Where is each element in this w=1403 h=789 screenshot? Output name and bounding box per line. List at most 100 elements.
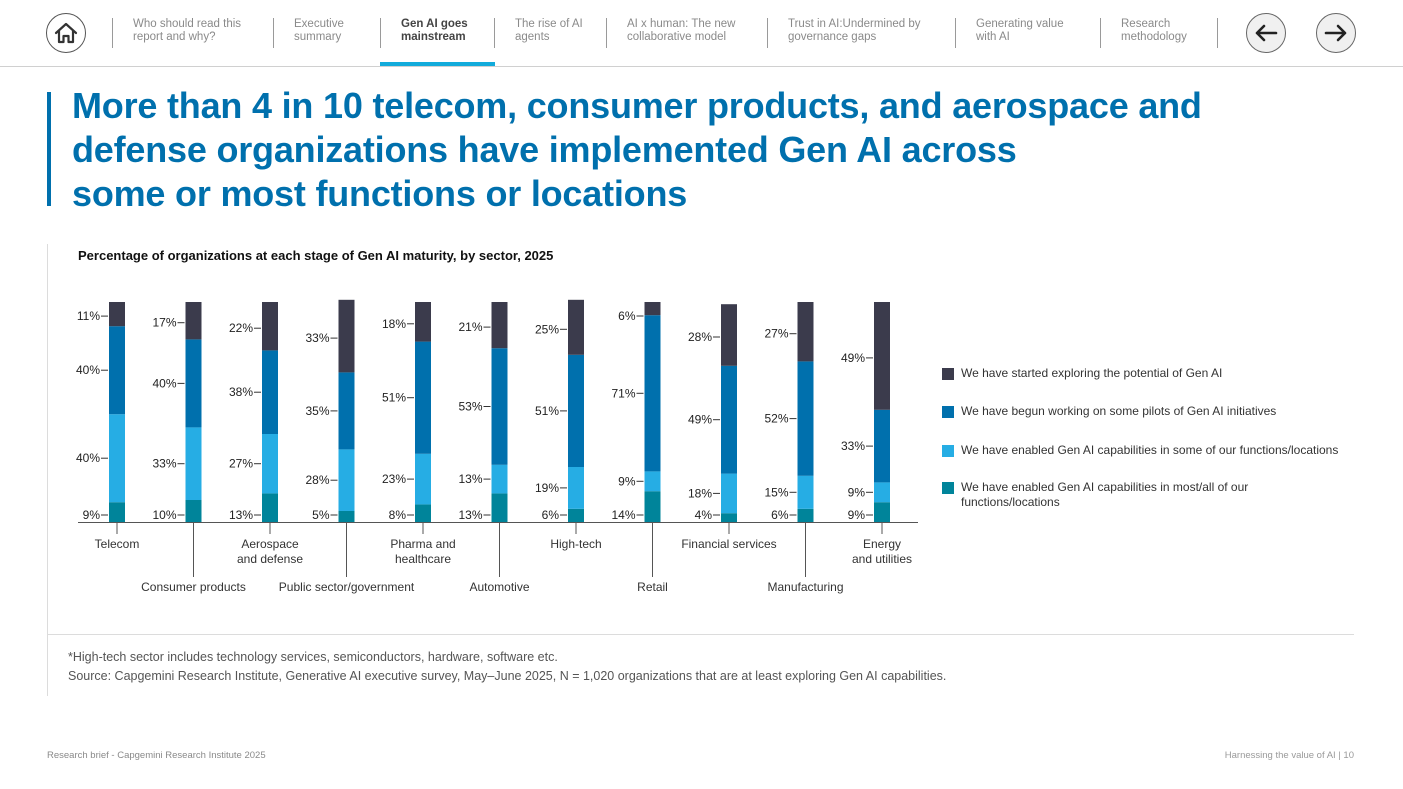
home-button[interactable] <box>46 13 86 53</box>
category-label: Consumer products <box>141 580 246 594</box>
category-label: and defense <box>237 552 303 566</box>
nav-tab-label: Trust in AI:Undermined by <box>788 18 921 30</box>
value-label: 14% <box>611 508 635 522</box>
category-label: Aerospace <box>241 537 299 551</box>
nav-tab-label: Generating value <box>976 18 1064 30</box>
bar-segment <box>491 464 508 494</box>
value-label: 6% <box>542 508 560 522</box>
nav-tab-label: AI x human: The new <box>627 18 736 30</box>
category-label: Manufacturing <box>767 580 843 594</box>
category-label: High-tech <box>550 537 601 551</box>
nav-tab-research-methodology[interactable]: Research methodology <box>1100 18 1187 48</box>
value-label: 33% <box>152 457 176 471</box>
nav-tab-label: summary <box>294 31 342 43</box>
bar-segment <box>644 471 661 492</box>
nav-tab-ai-x-human[interactable]: AI x human: The new collaborative model <box>606 18 735 48</box>
value-label: 52% <box>764 412 788 426</box>
bar-segment <box>721 513 737 522</box>
nav-tab-label: methodology <box>1121 31 1187 43</box>
category-label: Financial services <box>681 537 776 551</box>
value-label: 13% <box>458 472 482 486</box>
page-headline: More than 4 in 10 telecom, consumer prod… <box>72 84 1222 216</box>
legend-swatch <box>942 406 954 418</box>
bar-segment <box>109 326 125 415</box>
bar-segment <box>874 482 890 503</box>
chart-title: Percentage of organizations at each stag… <box>78 248 554 263</box>
chart-notes: *High-tech sector includes technology se… <box>68 648 946 686</box>
bar-segment <box>491 493 508 522</box>
category-label: healthcare <box>395 552 451 566</box>
value-label: 18% <box>382 317 406 331</box>
value-label: 40% <box>76 363 100 377</box>
headline-line: defense organizations have implemented G… <box>72 129 1017 170</box>
bar-segment <box>491 302 508 349</box>
footnote: *High-tech sector includes technology se… <box>68 650 558 664</box>
bar-segment <box>721 473 737 514</box>
value-label: 15% <box>764 485 788 499</box>
nav-tab-label: agents <box>515 31 550 43</box>
nav-divider <box>1217 18 1218 48</box>
bar-segment <box>262 350 278 434</box>
value-label: 71% <box>611 386 635 400</box>
previous-page-button[interactable] <box>1246 13 1286 53</box>
panel-border-bottom <box>47 634 1354 635</box>
bar-segment <box>874 409 890 483</box>
headline-line: some or most functions or locations <box>72 173 688 214</box>
bar-segment <box>185 500 202 522</box>
value-label: 25% <box>535 322 559 336</box>
bar-segment <box>185 339 202 428</box>
bar-segment <box>109 502 125 522</box>
bar-segment <box>185 427 202 500</box>
value-label: 33% <box>841 439 865 453</box>
nav-tab-who-should-read[interactable]: Who should read this report and why? <box>112 18 241 48</box>
bar-segment <box>109 302 125 327</box>
value-label: 9% <box>83 508 101 522</box>
nav-tab-rise-of-ai-agents[interactable]: The rise of AI agents <box>494 18 583 48</box>
category-label: Telecom <box>95 537 140 551</box>
panel-border-left <box>47 244 48 696</box>
nav-tab-label: Who should read this <box>133 18 242 30</box>
bar-segment <box>644 302 661 316</box>
arrow-right-icon <box>1324 24 1347 42</box>
value-label: 11% <box>77 309 100 323</box>
nav-tab-gen-ai-mainstream[interactable]: Gen AI goes mainstream <box>380 18 468 48</box>
bar-segment <box>415 504 431 522</box>
legend-label: We have begun working on some pilots of … <box>961 404 1277 418</box>
nav-tab-label: collaborative model <box>627 31 727 43</box>
value-label: 6% <box>771 508 789 522</box>
bar-segment <box>262 302 278 351</box>
bar-segment <box>644 315 661 472</box>
legend-item-some-functions: We have enabled Gen AI capabilities in s… <box>942 443 1351 458</box>
active-tab-indicator <box>380 62 495 66</box>
nav-tab-label: Research <box>1121 18 1171 30</box>
value-label: 33% <box>305 331 329 345</box>
category-label: Public sector/government <box>279 580 415 594</box>
value-label: 51% <box>535 404 559 418</box>
legend-item-exploring: We have started exploring the potential … <box>942 366 1351 381</box>
next-page-button[interactable] <box>1316 13 1356 53</box>
bar-segment <box>338 372 355 450</box>
legend-swatch <box>942 368 954 380</box>
value-label: 13% <box>458 508 482 522</box>
bar-segment <box>568 299 584 355</box>
value-label: 13% <box>229 508 253 522</box>
nav-tab-generating-value[interactable]: Generating value with AI <box>955 18 1064 48</box>
nav-tab-executive-summary[interactable]: Executive summary <box>273 18 344 48</box>
headline-accent-bar <box>47 92 51 206</box>
bar-segment <box>415 302 431 342</box>
nav-tab-label: report and why? <box>133 31 216 43</box>
value-label: 49% <box>688 413 712 427</box>
bar-segment <box>415 453 431 505</box>
bar-segment <box>874 502 890 522</box>
value-label: 51% <box>382 391 406 405</box>
value-label: 9% <box>618 474 636 488</box>
bar-segment <box>721 365 737 474</box>
value-label: 38% <box>229 385 253 399</box>
value-label: 19% <box>535 481 559 495</box>
bar-segment <box>644 491 661 522</box>
value-label: 17% <box>152 316 176 330</box>
value-label: 28% <box>688 330 712 344</box>
bar-segment <box>568 354 584 467</box>
nav-tab-trust-in-ai[interactable]: Trust in AI:Undermined by governance gap… <box>767 18 921 48</box>
